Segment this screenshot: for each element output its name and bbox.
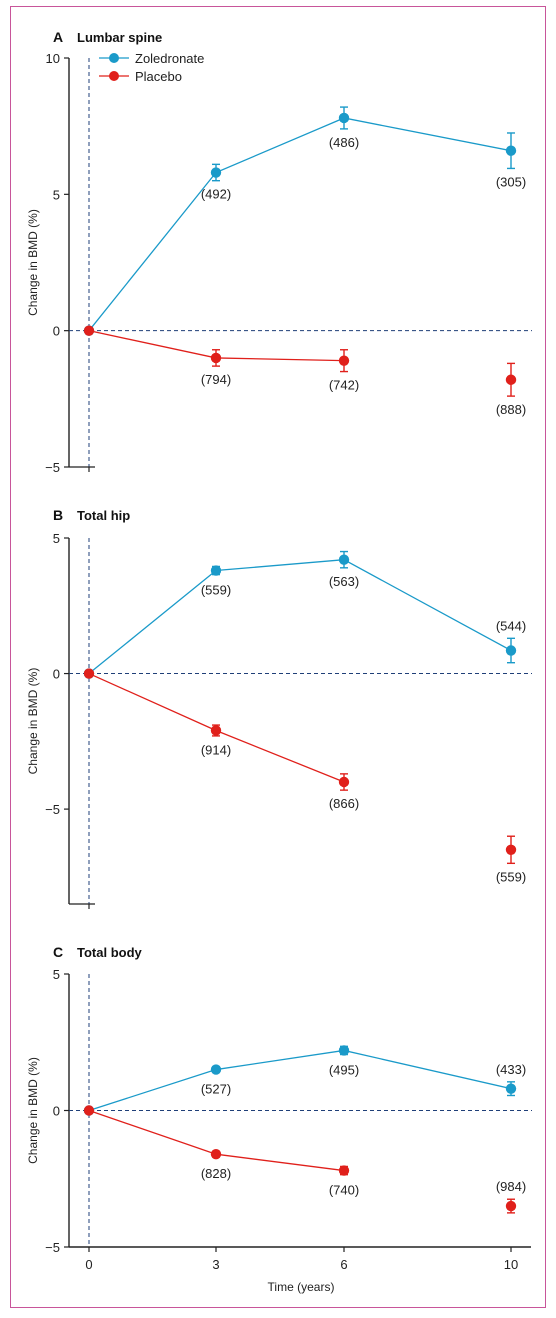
zoledronate-sample-size-label: (544) [496,618,526,633]
y-tick-label: 5 [53,531,60,546]
zoledronate-point [338,112,350,124]
y-tick-label: 0 [53,324,60,339]
y-tick-label: −5 [45,1240,60,1255]
panel-title: Lumbar spine [77,30,162,45]
zoledronate-point [505,145,517,156]
zoledronate-sample-size-label: (305) [496,174,526,189]
bmd-figure: A Lumbar spine −5 0 5 10 Change in BMD (%) (492… [26,29,532,1294]
placebo-sample-size-label: (559) [496,869,526,884]
zoledronate-series-line [88,559,512,675]
zoledronate-point [210,167,222,178]
placebo-sample-size-label: (740) [329,1183,359,1198]
zoledronate-series-line [88,117,512,332]
panel-letter: A [53,29,63,45]
panel-title: Total hip [77,508,130,523]
placebo-point [83,325,95,336]
placebo-sample-size-label: (984) [496,1179,526,1194]
y-tick-label: 5 [53,967,60,982]
panel-letter: C [53,944,63,960]
placebo-sample-size-label: (914) [201,742,231,757]
y-tick-label: −5 [45,802,60,817]
placebo-point [83,1105,95,1116]
panel-title: Total body [77,945,143,960]
placebo-sample-size-label: (888) [496,402,526,417]
placebo-sample-size-label: (742) [329,378,359,393]
placebo-sample-size-label: (866) [329,796,359,811]
zoledronate-series-line [88,1049,512,1112]
x-tick-label: 0 [85,1257,92,1272]
x-axis: 0 3 6 10 Time (years) [69,1246,531,1294]
legend-label: Zoledronate [135,51,204,66]
zoledronate-sample-size-label: (433) [496,1062,526,1077]
zoledronate-sample-size-label: (559) [201,583,231,598]
zoledronate-point [210,1064,222,1075]
placebo-point [210,725,222,736]
panel-c: C Total body −5 0 5 Change in BMD (%) (527) (49… [26,944,532,1294]
placebo-point [210,352,222,364]
y-tick-label: −5 [45,460,60,475]
x-tick-label: 3 [212,1257,219,1272]
y-axis-label: Change in BMD (%) [26,209,40,316]
placebo-point [338,776,350,788]
zoledronate-sample-size-label: (492) [201,187,231,202]
placebo-point [83,668,95,679]
zoledronate-point [338,554,350,565]
legend-marker [109,53,119,63]
placebo-sample-size-label: (794) [201,372,231,387]
placebo-series-line [88,1109,345,1172]
legend-label: Placebo [135,69,182,84]
zoledronate-point [505,1083,517,1094]
legend-marker [109,71,119,81]
placebo-point [505,374,517,385]
y-tick-label: 0 [53,1104,60,1119]
zoledronate-sample-size-label: (495) [329,1062,359,1077]
x-tick-label: 10 [504,1257,518,1272]
zoledronate-point [505,645,517,656]
placebo-point [338,1165,350,1176]
zoledronate-sample-size-label: (563) [329,574,359,589]
panel-letter: B [53,507,63,523]
panel-a: A Lumbar spine −5 0 5 10 Change in BMD (%) (492… [26,29,532,475]
zoledronate-sample-size-label: (527) [201,1082,231,1097]
zoledronate-point [338,1045,350,1056]
placebo-point [210,1148,222,1160]
y-tick-label: 10 [46,51,60,66]
placebo-point [505,844,517,855]
figure-frame: A Lumbar spine −5 0 5 10 Change in BMD (%) (492… [10,6,546,1308]
y-tick-label: 5 [53,187,60,202]
placebo-point [505,1200,517,1212]
panel-b: B Total hip −5 0 5 Change in BMD (%) (559) (563… [26,507,532,909]
zoledronate-sample-size-label: (486) [329,135,359,150]
zoledronate-point [210,565,222,576]
placebo-sample-size-label: (828) [201,1166,231,1181]
y-tick-label: 0 [53,667,60,682]
legend: Zoledronate Placebo [99,51,204,84]
y-axis-label: Change in BMD (%) [26,668,40,775]
placebo-point [338,355,350,366]
x-tick-label: 6 [340,1257,347,1272]
x-axis-label: Time (years) [268,1280,335,1294]
y-axis-label: Change in BMD (%) [26,1057,40,1164]
